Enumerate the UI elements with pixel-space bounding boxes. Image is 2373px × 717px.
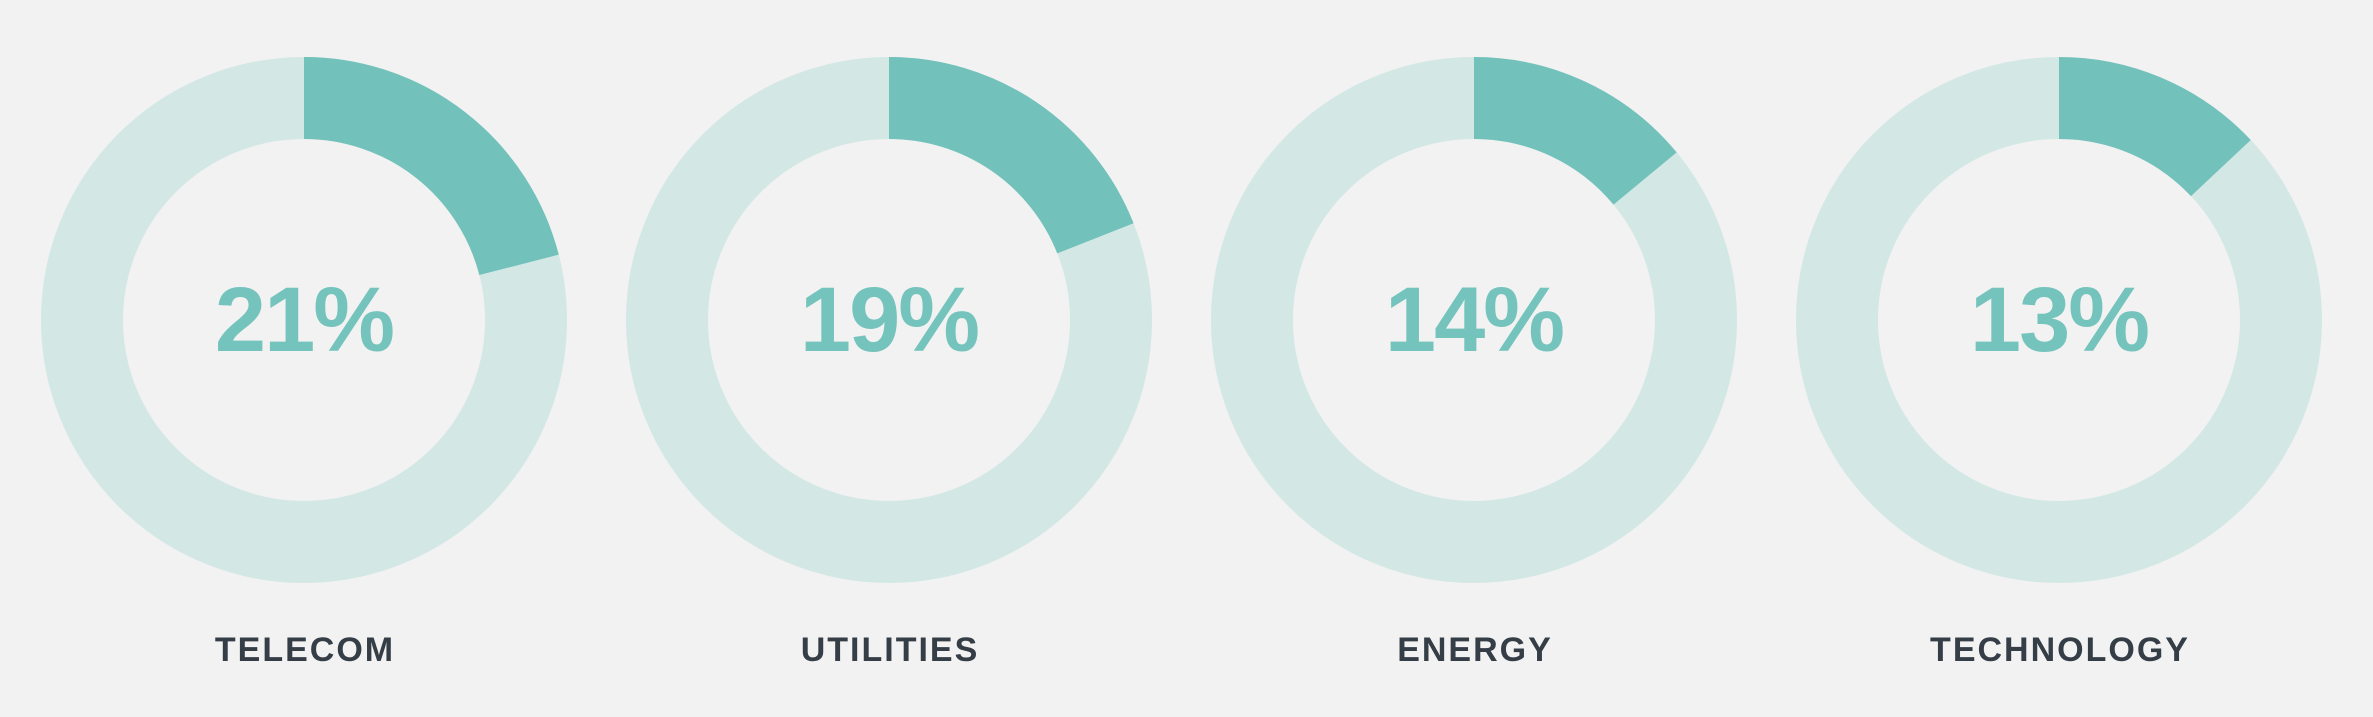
donut-ring: 13% [1796, 57, 2322, 583]
donut-percentage-value: 19% [799, 268, 980, 371]
donut-percentage-value: 14% [1384, 268, 1565, 371]
donut-chart-technology: 13% TECHNOLOGY [1796, 57, 2322, 667]
donut-category-label: TECHNOLOGY [1930, 631, 2190, 669]
donut-percentage-value: 21% [214, 268, 395, 371]
donut-ring: 19% [626, 57, 1152, 583]
donut-ring: 14% [1211, 57, 1737, 583]
donut-category-label: TELECOM [214, 631, 396, 669]
donut-category-label: UTILITIES [800, 631, 980, 669]
donut-ring: 21% [41, 57, 567, 583]
donut-filled-arc [41, 57, 567, 583]
donut-category-label: ENERGY [1397, 631, 1553, 669]
donut-filled-arc [1796, 57, 2322, 583]
donut-chart-telecom: 21% TELECOM [41, 57, 567, 667]
donut-chart-energy: 14% ENERGY [1211, 57, 1737, 667]
donut-filled-arc [1211, 57, 1737, 583]
donut-svg [626, 57, 1152, 583]
donut-filled-arc [626, 57, 1152, 583]
donut-svg [1211, 57, 1737, 583]
donut-chart-utilities: 19% UTILITIES [626, 57, 1152, 667]
donut-svg [1796, 57, 2322, 583]
donut-charts-row: 21% TELECOM 19% UTILITIES 14% ENERGY [41, 57, 2322, 667]
donut-svg [41, 57, 567, 583]
donut-percentage-value: 13% [1969, 268, 2150, 371]
